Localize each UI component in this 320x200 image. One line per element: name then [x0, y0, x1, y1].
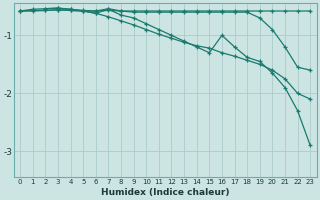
X-axis label: Humidex (Indice chaleur): Humidex (Indice chaleur) — [101, 188, 229, 197]
